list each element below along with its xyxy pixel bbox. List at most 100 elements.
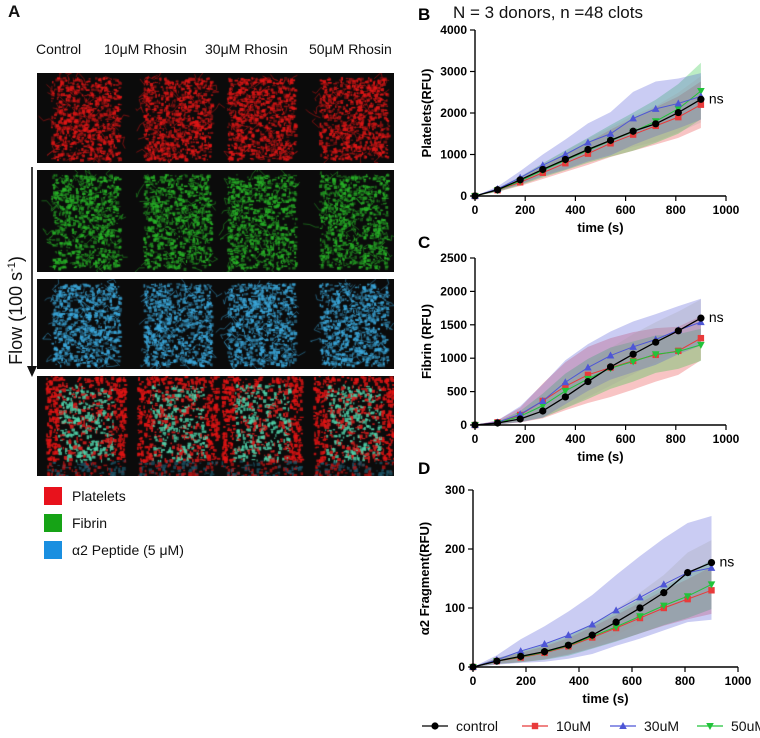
point-50uM: [612, 623, 620, 631]
y-tick-label: 2000: [440, 284, 467, 298]
y-tick-label: 200: [445, 542, 465, 556]
point-50uM: [538, 402, 547, 410]
point-30uM: [707, 563, 716, 571]
point-30uM: [538, 396, 547, 404]
point-control: [516, 415, 524, 423]
micrograph-platelets: [37, 73, 394, 163]
y-tick-label: 2500: [440, 251, 467, 265]
panel-letter-d: D: [418, 459, 430, 478]
x-tick-label: 400: [565, 203, 585, 217]
band-30uM: [475, 73, 701, 196]
x-tick-label: 800: [666, 432, 686, 446]
y-axis-label: Platelets(RFU): [419, 69, 434, 158]
band-30uM: [475, 298, 701, 425]
point-30uM: [636, 593, 644, 601]
legend-label-peptide: α2 Peptide (5 μM): [72, 542, 184, 558]
point-control: [697, 314, 705, 322]
ns-annotation: ns: [720, 554, 735, 570]
band-30uM: [473, 515, 712, 667]
point-50uM: [651, 351, 660, 359]
point-30uM: [584, 363, 592, 371]
point-30uM: [588, 620, 597, 628]
point-30uM: [516, 647, 525, 655]
chart-header: N = 3 donors, n =48 clots: [453, 3, 643, 22]
x-tick-label: 800: [666, 203, 686, 217]
point-50uM: [683, 593, 692, 601]
micrograph-fibrin: [37, 170, 394, 272]
legend-label-fibrin: Fibrin: [72, 515, 108, 531]
point-control: [629, 127, 637, 135]
column-label-control: Control: [36, 41, 82, 57]
legend-symbol: [706, 723, 714, 730]
legend-item-10uM: 10uM: [520, 718, 591, 734]
chart-b: B 0 1000 2000 3000 4000 0 200 400 600 800 1000 time …: [418, 5, 740, 235]
point-control: [564, 641, 573, 649]
swatch-platelets: [44, 487, 62, 505]
swatch-peptide: [44, 541, 62, 559]
point-control: [584, 377, 592, 386]
panel-letter-c: C: [418, 233, 430, 252]
legend-label-30uM: 30uM: [644, 718, 680, 734]
point-10uM: [675, 113, 682, 121]
point-30uM: [606, 129, 615, 137]
point-control: [636, 604, 644, 612]
swatch-fibrin: [44, 514, 62, 532]
y-tick-label: 1000: [440, 351, 467, 365]
y-tick-label: 0: [460, 418, 467, 432]
x-tick-label: 600: [622, 674, 642, 688]
y-axis-label: α2 Fragment(RFU): [417, 522, 432, 635]
x-tick-label: 400: [565, 432, 585, 446]
x-tick-label: 0: [472, 432, 479, 446]
point-control: [561, 393, 569, 401]
x-tick-label: 0: [470, 674, 477, 688]
x-tick-label: 1000: [713, 432, 740, 446]
point-control: [493, 657, 501, 665]
point-control: [652, 338, 660, 346]
panel-letter-b: B: [418, 5, 430, 24]
point-10uM: [697, 334, 705, 342]
x-tick-label: 1000: [713, 203, 740, 217]
point-30uM: [561, 378, 570, 386]
point-control: [697, 95, 705, 103]
y-tick-label: 1000: [440, 148, 467, 162]
legend-platelets: Platelets: [44, 487, 126, 505]
point-50uM: [636, 613, 644, 621]
band-10uM: [473, 566, 712, 667]
point-10uM: [697, 101, 705, 108]
column-label-50um: 50μM Rhosin: [309, 41, 392, 57]
legend-label-10uM: 10uM: [556, 718, 592, 734]
x-axis-label: time (s): [577, 220, 623, 235]
point-control: [606, 363, 615, 371]
x-tick-label: 400: [569, 674, 589, 688]
y-tick-label: 0: [460, 189, 467, 203]
point-control: [660, 589, 668, 597]
point-control: [707, 558, 716, 567]
x-tick-label: 800: [675, 674, 695, 688]
legend-marker-10uM: [522, 722, 548, 730]
y-tick-label: 500: [447, 385, 467, 399]
legend-peptide: α2 Peptide (5 μM): [44, 541, 184, 559]
point-control: [584, 145, 592, 154]
y-axis-label: Fibrin (RFU): [419, 304, 434, 379]
point-10uM: [562, 383, 569, 390]
band-control: [475, 299, 701, 425]
point-control: [517, 652, 525, 660]
legend-label-50uM: 50uM: [731, 718, 760, 734]
point-control: [539, 165, 547, 174]
point-control: [612, 618, 620, 626]
point-10uM: [584, 371, 592, 379]
column-label-10um: 10μM Rhosin: [104, 41, 187, 57]
ns-annotation: ns: [709, 90, 724, 106]
flow-arrow: [27, 167, 37, 377]
y-tick-label: 0: [458, 660, 465, 674]
point-50uM: [660, 602, 668, 610]
point-30uM: [629, 342, 637, 350]
y-tick-label: 300: [445, 483, 465, 497]
point-50uM: [561, 387, 570, 395]
chart-c: C 0 500 1000 1500 2000 2500 0 200 400 600 800 1000 ti…: [418, 233, 740, 464]
point-control: [588, 631, 596, 639]
point-30uM: [584, 138, 592, 146]
point-30uM: [651, 104, 660, 112]
x-tick-label: 1000: [725, 674, 752, 688]
point-30uM: [612, 606, 620, 614]
